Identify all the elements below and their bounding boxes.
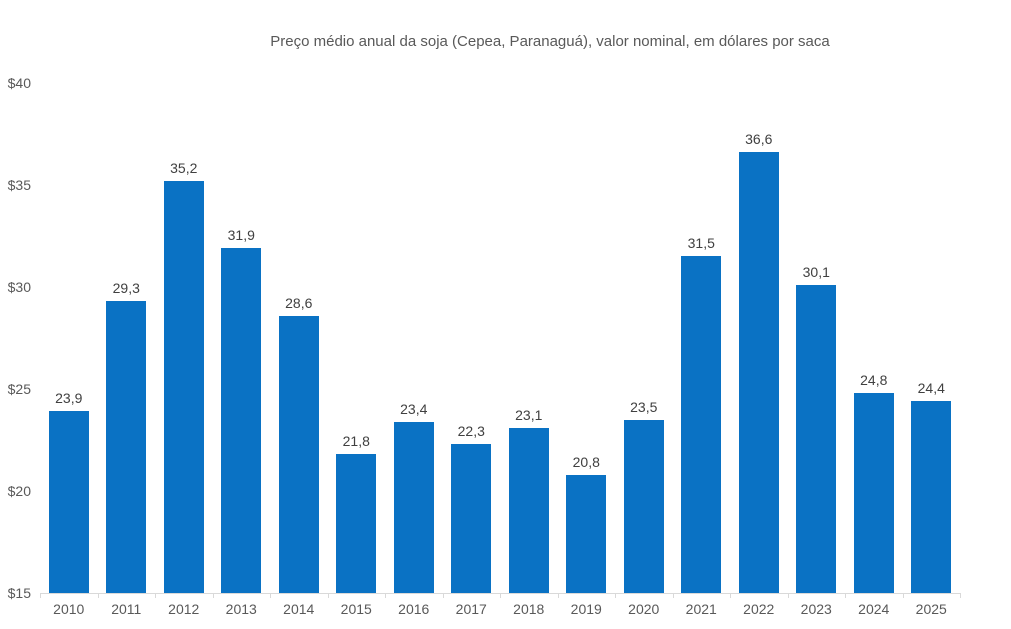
bar-2011 bbox=[106, 301, 147, 593]
bar-2024 bbox=[853, 393, 894, 593]
x-axis-label: 2018 bbox=[513, 601, 545, 617]
bar-2019 bbox=[566, 474, 607, 593]
x-axis-label: 2017 bbox=[455, 601, 487, 617]
x-axis-label: 2015 bbox=[340, 601, 372, 617]
x-axis-tick bbox=[845, 593, 846, 598]
x-axis-tick bbox=[500, 593, 501, 598]
bar-2013 bbox=[221, 248, 262, 593]
y-axis-label: $20 bbox=[7, 483, 31, 499]
x-axis-label: 2014 bbox=[283, 601, 315, 617]
x-axis-label: 2022 bbox=[743, 601, 775, 617]
x-axis-tick bbox=[787, 593, 789, 598]
y-axis-label: $35 bbox=[7, 177, 31, 193]
x-axis-label: 2010 bbox=[53, 601, 85, 617]
x-axis-label: 2025 bbox=[915, 601, 947, 617]
x-axis-label: 2012 bbox=[168, 601, 200, 617]
x-axis-tick bbox=[442, 593, 444, 598]
bar-value-label: 31,9 bbox=[227, 227, 255, 244]
bar-value-label: 23,5 bbox=[630, 398, 658, 415]
bar-value-label: 23,9 bbox=[55, 390, 83, 407]
x-axis-tick bbox=[557, 593, 559, 598]
x-axis-tick bbox=[902, 593, 904, 598]
x-axis-label: 2016 bbox=[398, 601, 430, 617]
bar-value-label: 24,4 bbox=[917, 380, 945, 397]
y-axis-label: $30 bbox=[7, 279, 31, 295]
bar-value-label: 29,3 bbox=[112, 280, 140, 297]
x-axis-tick bbox=[615, 593, 616, 598]
bar-value-label: 24,8 bbox=[860, 372, 888, 389]
bar-2025 bbox=[911, 401, 952, 593]
bar-2016 bbox=[393, 421, 434, 593]
plot-area: 23,9 2010 29,3 2011 35,2 2012 31,9 2013 28,6 2014… bbox=[40, 83, 961, 617]
bar-value-label: 21,8 bbox=[342, 433, 370, 450]
x-axis-tick bbox=[672, 593, 674, 598]
y-axis-label: $25 bbox=[7, 381, 31, 397]
x-axis-label: 2011 bbox=[111, 601, 142, 617]
x-axis-tick bbox=[97, 593, 99, 598]
bar-value-label: 20,8 bbox=[572, 453, 600, 470]
bar-2017 bbox=[451, 444, 492, 593]
bar-2022 bbox=[738, 152, 779, 593]
x-axis-tick bbox=[270, 593, 271, 598]
x-axis-label: 2013 bbox=[225, 601, 257, 617]
x-axis-tick bbox=[155, 593, 156, 598]
x-axis-tick bbox=[327, 593, 329, 598]
bar-2014 bbox=[278, 315, 319, 593]
bar-2015 bbox=[336, 454, 377, 593]
y-axis: $40 $35 $30 $25 $20 $15 bbox=[0, 75, 31, 601]
x-axis-label: 2020 bbox=[628, 601, 660, 617]
y-axis-label: $15 bbox=[7, 585, 31, 601]
bar-2010 bbox=[48, 411, 89, 593]
x-axis-label: 2024 bbox=[858, 601, 890, 617]
x-axis-tick bbox=[40, 593, 41, 598]
chart-title: Preço médio anual da soja (Cepea, Parana… bbox=[270, 33, 830, 50]
bar-value-label: 30,1 bbox=[802, 263, 830, 280]
bar-2012 bbox=[163, 180, 204, 593]
bar-value-label: 31,5 bbox=[687, 235, 715, 252]
bar-value-label: 23,1 bbox=[515, 406, 543, 423]
bar-value-label: 36,6 bbox=[745, 131, 773, 148]
bar-value-label: 22,3 bbox=[457, 423, 485, 440]
bar-2021 bbox=[681, 256, 722, 593]
bar-value-label: 28,6 bbox=[285, 294, 313, 311]
x-axis-tick bbox=[960, 593, 961, 598]
bar-value-label: 23,4 bbox=[400, 400, 428, 417]
x-axis-tick bbox=[730, 593, 731, 598]
x-axis-label: 2021 bbox=[685, 601, 717, 617]
bar-2018 bbox=[508, 427, 549, 593]
x-axis-label: 2023 bbox=[800, 601, 832, 617]
x-axis-label: 2019 bbox=[570, 601, 602, 617]
bar-value-label: 35,2 bbox=[170, 159, 198, 176]
x-axis-tick bbox=[385, 593, 386, 598]
bar-2020 bbox=[623, 419, 664, 593]
y-axis-label: $40 bbox=[7, 75, 31, 91]
bar-2023 bbox=[796, 284, 837, 593]
x-axis-tick bbox=[212, 593, 214, 598]
